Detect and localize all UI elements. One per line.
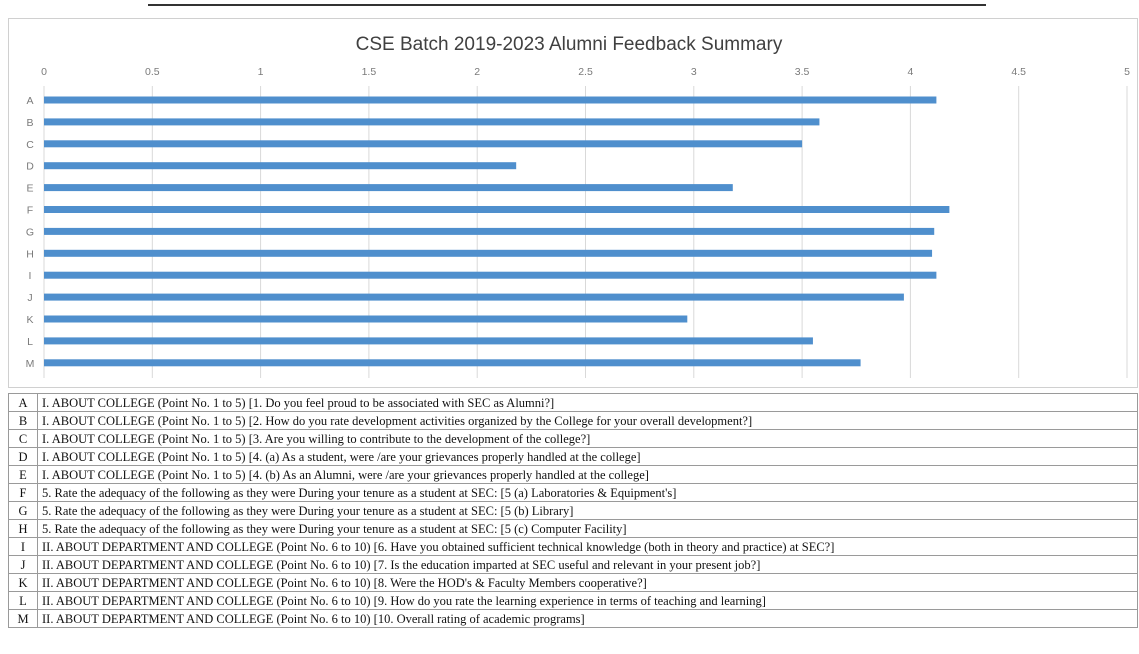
y-category-label: J bbox=[27, 292, 32, 304]
bar-a bbox=[44, 96, 937, 104]
x-tick-label: 3 bbox=[691, 66, 697, 78]
legend-code: A bbox=[8, 393, 38, 412]
bar-m bbox=[44, 359, 861, 367]
y-category-label: C bbox=[26, 139, 34, 151]
legend-text: I. ABOUT COLLEGE (Point No. 1 to 5) [1. … bbox=[37, 393, 1138, 412]
bar-d bbox=[44, 162, 517, 170]
x-tick-label: 0.5 bbox=[145, 66, 160, 78]
legend-row: E I. ABOUT COLLEGE (Point No. 1 to 5) [4.… bbox=[8, 465, 1138, 484]
legend-code: F bbox=[8, 483, 38, 502]
y-category-label: F bbox=[27, 205, 33, 217]
y-category-label: I bbox=[29, 270, 32, 282]
bar-l bbox=[44, 337, 813, 345]
legend-row: H 5. Rate the adequacy of the following a… bbox=[8, 519, 1138, 538]
x-tick-label: 1.5 bbox=[362, 66, 377, 78]
legend-row: B I. ABOUT COLLEGE (Point No. 1 to 5) [2.… bbox=[8, 411, 1138, 430]
legend-code: L bbox=[8, 591, 38, 610]
top-rule bbox=[148, 4, 986, 6]
x-tick-label: 4 bbox=[907, 66, 913, 78]
legend-row: G 5. Rate the adequacy of the following a… bbox=[8, 501, 1138, 520]
bar-j bbox=[44, 293, 904, 301]
y-category-label: H bbox=[26, 248, 34, 260]
legend-text: II. ABOUT DEPARTMENT AND COLLEGE (Point … bbox=[37, 573, 1138, 592]
legend-text: II. ABOUT DEPARTMENT AND COLLEGE (Point … bbox=[37, 609, 1138, 628]
legend-code: I bbox=[8, 537, 38, 556]
x-tick-label: 0 bbox=[41, 66, 47, 78]
chart-title: CSE Batch 2019-2023 Alumni Feedback Summ… bbox=[355, 34, 783, 55]
legend-text: II. ABOUT DEPARTMENT AND COLLEGE (Point … bbox=[37, 555, 1138, 574]
legend-table: A I. ABOUT COLLEGE (Point No. 1 to 5) [1.… bbox=[8, 393, 1138, 628]
bar-b bbox=[44, 118, 820, 126]
legend-row: F 5. Rate the adequacy of the following a… bbox=[8, 483, 1138, 502]
chart-frame bbox=[8, 18, 1138, 388]
legend-text: II. ABOUT DEPARTMENT AND COLLEGE (Point … bbox=[37, 537, 1138, 556]
legend-code: C bbox=[8, 429, 38, 448]
legend-text: I. ABOUT COLLEGE (Point No. 1 to 5) [3. … bbox=[37, 429, 1138, 448]
x-tick-label: 3.5 bbox=[795, 66, 810, 78]
legend-row: L II. ABOUT DEPARTMENT AND COLLEGE (Point… bbox=[8, 591, 1138, 610]
y-category-label: G bbox=[26, 226, 34, 238]
legend-row: M II. ABOUT DEPARTMENT AND COLLEGE (Point… bbox=[8, 609, 1138, 628]
y-category-label: A bbox=[26, 95, 33, 107]
x-tick-label: 2 bbox=[474, 66, 480, 78]
legend-code: K bbox=[8, 573, 38, 592]
legend-text: I. ABOUT COLLEGE (Point No. 1 to 5) [4. … bbox=[37, 465, 1138, 484]
legend-text: 5. Rate the adequacy of the following as… bbox=[37, 519, 1138, 538]
y-category-label: M bbox=[26, 358, 35, 370]
legend-row: D I. ABOUT COLLEGE (Point No. 1 to 5) [4.… bbox=[8, 447, 1138, 466]
legend-row: C I. ABOUT COLLEGE (Point No. 1 to 5) [3.… bbox=[8, 429, 1138, 448]
x-tick-label: 4.5 bbox=[1011, 66, 1026, 78]
bar-e bbox=[44, 184, 733, 192]
bar-g bbox=[44, 227, 935, 235]
legend-code: G bbox=[8, 501, 38, 520]
legend-text: II. ABOUT DEPARTMENT AND COLLEGE (Point … bbox=[37, 591, 1138, 610]
bar-i bbox=[44, 271, 937, 279]
bar-f bbox=[44, 206, 950, 213]
x-tick-label: 1 bbox=[258, 66, 264, 78]
legend-code: H bbox=[8, 519, 38, 538]
legend-text: 5. Rate the adequacy of the following as… bbox=[37, 483, 1138, 502]
legend-row: K II. ABOUT DEPARTMENT AND COLLEGE (Point… bbox=[8, 573, 1138, 592]
legend-code: D bbox=[8, 447, 38, 466]
y-category-label: K bbox=[26, 314, 33, 326]
bar-h bbox=[44, 249, 933, 257]
y-category-label: L bbox=[27, 336, 33, 348]
legend-row: A I. ABOUT COLLEGE (Point No. 1 to 5) [1.… bbox=[8, 393, 1138, 412]
legend-code: M bbox=[8, 609, 38, 628]
legend-text: 5. Rate the adequacy of the following as… bbox=[37, 501, 1138, 520]
legend-text: I. ABOUT COLLEGE (Point No. 1 to 5) [2. … bbox=[37, 411, 1138, 430]
x-tick-label: 2.5 bbox=[578, 66, 593, 78]
legend-code: J bbox=[8, 555, 38, 574]
y-category-label: B bbox=[26, 117, 33, 129]
legend-code: B bbox=[8, 411, 38, 430]
y-category-label: D bbox=[26, 161, 34, 173]
legend-code: E bbox=[8, 465, 38, 484]
y-category-label: E bbox=[26, 183, 33, 195]
legend-text: I. ABOUT COLLEGE (Point No. 1 to 5) [4. … bbox=[37, 447, 1138, 466]
legend-row: J II. ABOUT DEPARTMENT AND COLLEGE (Point… bbox=[8, 555, 1138, 574]
bar-k bbox=[44, 315, 688, 323]
bar-c bbox=[44, 140, 803, 148]
x-tick-label: 5 bbox=[1124, 66, 1130, 78]
legend-row: I II. ABOUT DEPARTMENT AND COLLEGE (Point… bbox=[8, 537, 1138, 556]
